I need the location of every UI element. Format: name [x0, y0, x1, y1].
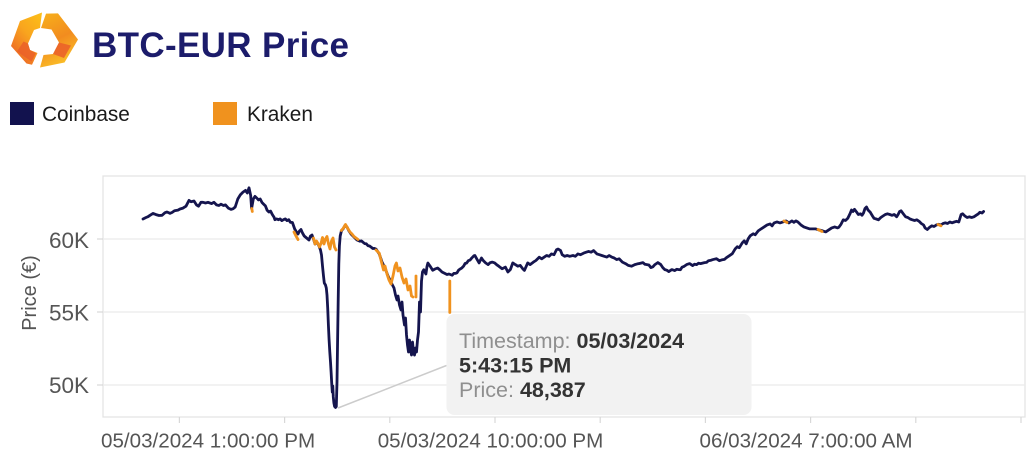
svg-text:05/03/2024 10:00:00 PM: 05/03/2024 10:00:00 PM	[378, 429, 604, 452]
svg-text:05/03/2024 1:00:00 PM: 05/03/2024 1:00:00 PM	[101, 429, 315, 452]
svg-text:Price: 48,387: Price: 48,387	[459, 378, 586, 402]
svg-text:5:43:15 PM: 5:43:15 PM	[459, 354, 571, 378]
svg-text:Price (€): Price (€)	[19, 255, 41, 331]
svg-text:Timestamp: 05/03/2024: Timestamp: 05/03/2024	[459, 329, 684, 353]
svg-text:60K: 60K	[49, 228, 89, 253]
svg-text:50K: 50K	[49, 373, 89, 398]
svg-text:06/03/2024 7:00:00 AM: 06/03/2024 7:00:00 AM	[700, 429, 913, 452]
svg-text:55K: 55K	[49, 301, 89, 326]
